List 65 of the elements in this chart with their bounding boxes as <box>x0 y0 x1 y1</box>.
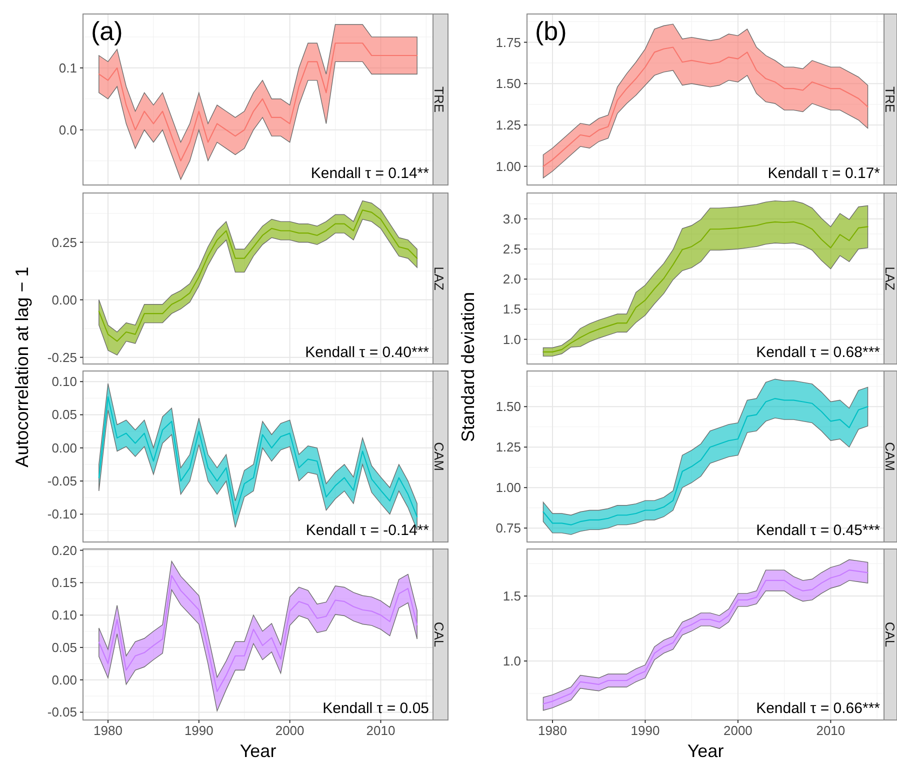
y-tick-label: 0.15 <box>52 575 77 590</box>
y-tick-label: 1.75 <box>496 34 521 50</box>
x-tick-label: 1980 <box>94 723 122 738</box>
annotation: (b) <box>535 16 567 46</box>
y-axis-title: Autocorrelation at lag − 1 <box>12 266 32 468</box>
text: CAM <box>882 442 897 471</box>
y-tick-label: 1.25 <box>496 117 521 132</box>
x-tick-label: 2000 <box>275 723 304 738</box>
annotation: Kendall τ = 0.05 <box>322 700 429 717</box>
annotation: Kendall τ = 0.40*** <box>305 344 430 361</box>
y-tick-label: 2.0 <box>502 272 521 287</box>
annotation: Kendall τ = 0.66*** <box>756 700 880 717</box>
y-tick-label: 1.50 <box>496 76 521 92</box>
y-tick-label: -0.05 <box>47 704 77 720</box>
y-tick-label: 1.00 <box>496 480 521 496</box>
x-tick-label: 2010 <box>366 723 396 738</box>
x-tick-label: 2000 <box>723 723 752 738</box>
text: CAM <box>432 442 446 471</box>
line-series <box>542 398 868 526</box>
annotation: Kendall τ = 0.14** <box>310 165 430 182</box>
y-tick-label: -0.25 <box>47 350 77 365</box>
y-tick-label: 2.5 <box>502 241 521 256</box>
text: LAZ <box>882 266 897 290</box>
line-series <box>98 575 418 692</box>
y-tick-label: -0.05 <box>47 474 77 489</box>
y-tick-label: 0.05 <box>52 640 77 655</box>
x-axis-title: Year <box>240 741 276 761</box>
y-tick-label: 1.5 <box>502 302 521 317</box>
y-tick-label: 0.05 <box>52 407 77 422</box>
text: TRE <box>432 86 446 113</box>
y-tick-label: 1.5 <box>502 588 521 604</box>
y-tick-label: 0.20 <box>52 542 77 558</box>
annotation: Kendall τ = 0.17* <box>768 165 880 182</box>
y-axis-title: Standard deviation <box>458 292 478 442</box>
text: CAL <box>432 622 446 648</box>
y-tick-label: -0.10 <box>47 506 77 522</box>
y-tick-label: 0.00 <box>52 440 77 456</box>
annotation: (a) <box>91 16 123 46</box>
y-tick-label: 1.0 <box>502 332 521 347</box>
y-tick-label: 1.25 <box>496 440 521 455</box>
line-series <box>542 46 868 167</box>
text: LAZ <box>432 266 446 290</box>
annotation: Kendall τ = 0.68*** <box>756 344 880 361</box>
x-axis-title: Year <box>687 741 724 761</box>
annotation: Kendall τ = 0.45*** <box>756 522 880 539</box>
y-tick-label: 0.1 <box>58 60 77 76</box>
x-tick-label: 1990 <box>184 723 214 738</box>
y-tick-label: 1.00 <box>496 158 521 174</box>
y-tick-label: 0.00 <box>52 672 77 688</box>
line-series <box>98 396 418 518</box>
y-tick-label: 1.0 <box>502 654 521 669</box>
y-tick-label: 0.00 <box>52 292 77 308</box>
y-tick-label: 0.10 <box>52 608 77 623</box>
x-tick-label: 1990 <box>630 723 660 738</box>
y-tick-label: 0.0 <box>58 122 77 138</box>
text: CAL <box>882 622 897 648</box>
y-tick-label: 0.75 <box>496 520 521 536</box>
y-tick-label: 0.10 <box>52 374 77 390</box>
y-tick-label: 3.0 <box>502 211 521 226</box>
x-tick-label: 1980 <box>538 723 567 738</box>
x-tick-label: 2010 <box>816 723 846 738</box>
y-tick-label: 0.25 <box>52 234 77 250</box>
y-tick-label: 1.50 <box>496 399 521 414</box>
text: TRE <box>882 86 897 113</box>
annotation: Kendall τ = -0.14** <box>306 522 430 539</box>
